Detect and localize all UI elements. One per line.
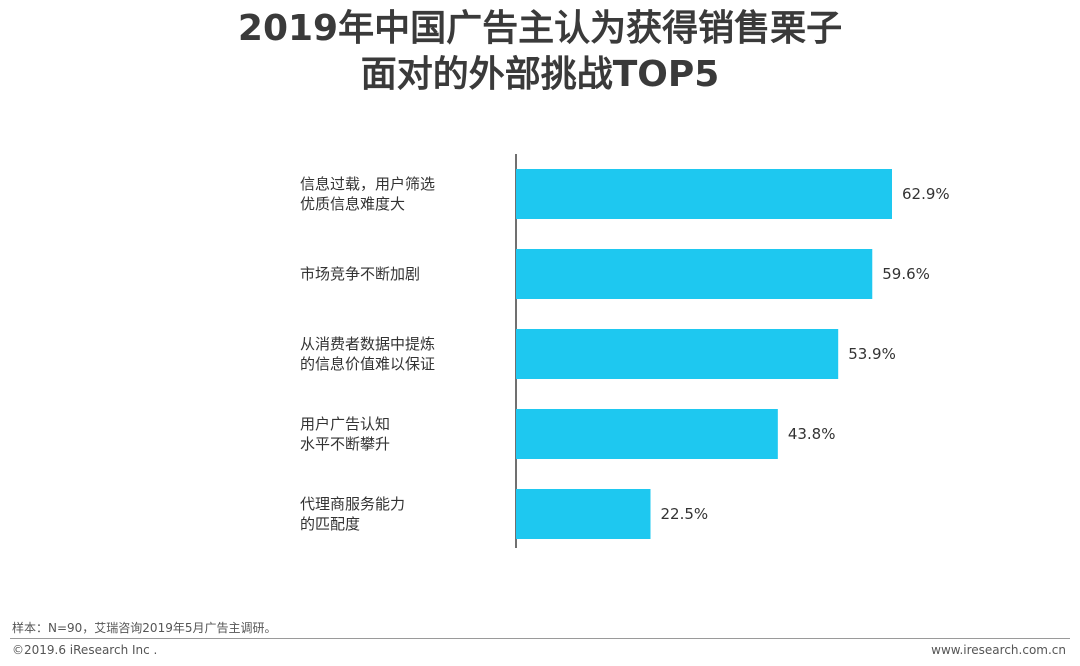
category-label-line: 用户广告认知: [300, 415, 390, 433]
category-label-4: 代理商服务能力的匹配度: [300, 495, 405, 533]
category-label-line: 的匹配度: [300, 515, 360, 533]
bar-chart: 62.9% 信息过载，用户筛选优质信息难度大 59.6% 市场竞争不断加剧 53.9% 从…: [300, 154, 950, 548]
bar-1: [516, 249, 873, 299]
website-link[interactable]: www.iresearch.com.cn: [931, 643, 1066, 657]
copyright-text: ©2019.6 iResearch Inc .: [12, 643, 158, 657]
value-label-2: 53.9%: [848, 345, 896, 363]
value-label-0: 62.9%: [902, 185, 950, 203]
chart-title: 2019年中国广告主认为获得销售栗子 面对的外部挑战TOP5: [0, 6, 1080, 98]
chart-title-line-1: 2019年中国广告主认为获得销售栗子: [237, 8, 843, 49]
value-label-1: 59.6%: [882, 265, 930, 283]
category-label-line: 水平不断攀升: [300, 435, 390, 453]
footer-divider: [10, 638, 1070, 639]
category-label-line: 优质信息难度大: [300, 195, 405, 213]
category-label-line: 从消费者数据中提炼: [300, 335, 435, 353]
chart-title-line-2: 面对的外部挑战TOP5: [360, 54, 720, 95]
category-label-0: 信息过载，用户筛选优质信息难度大: [300, 175, 435, 213]
category-label-2: 从消费者数据中提炼的信息价值难以保证: [300, 335, 435, 373]
category-label-line: 的信息价值难以保证: [300, 355, 435, 373]
category-label-line: 信息过载，用户筛选: [300, 175, 435, 193]
source-note: 样本：N=90，艾瑞咨询2019年5月广告主调研。: [12, 621, 277, 635]
value-label-4: 22.5%: [660, 505, 708, 523]
bar-4: [516, 489, 651, 539]
bar-3: [516, 409, 778, 459]
value-label-3: 43.8%: [788, 425, 836, 443]
category-label-line: 代理商服务能力: [300, 495, 405, 513]
bar-2: [516, 329, 839, 379]
category-label-3: 用户广告认知水平不断攀升: [300, 415, 390, 453]
bar-0: [516, 169, 892, 219]
category-label-1: 市场竞争不断加剧: [300, 265, 420, 283]
category-label-line: 市场竞争不断加剧: [300, 265, 420, 283]
